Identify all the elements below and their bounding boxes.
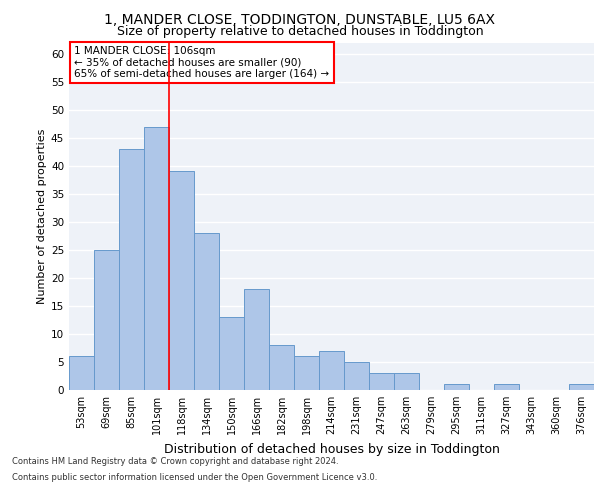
Bar	[94, 250, 119, 390]
Bar	[569, 384, 594, 390]
Text: 1, MANDER CLOSE, TODDINGTON, DUNSTABLE, LU5 6AX: 1, MANDER CLOSE, TODDINGTON, DUNSTABLE, …	[104, 12, 496, 26]
Bar	[69, 356, 94, 390]
Y-axis label: Number of detached properties: Number of detached properties	[37, 128, 47, 304]
Bar	[344, 362, 369, 390]
Bar	[269, 345, 294, 390]
Text: Contains public sector information licensed under the Open Government Licence v3: Contains public sector information licen…	[12, 472, 377, 482]
Text: Size of property relative to detached houses in Toddington: Size of property relative to detached ho…	[116, 25, 484, 38]
Text: Contains HM Land Registry data © Crown copyright and database right 2024.: Contains HM Land Registry data © Crown c…	[12, 458, 338, 466]
X-axis label: Distribution of detached houses by size in Toddington: Distribution of detached houses by size …	[164, 442, 499, 456]
Bar	[194, 233, 219, 390]
Bar	[244, 289, 269, 390]
Bar	[119, 149, 144, 390]
Bar	[169, 172, 194, 390]
Bar	[494, 384, 519, 390]
Bar	[394, 373, 419, 390]
Text: 1 MANDER CLOSE: 106sqm
← 35% of detached houses are smaller (90)
65% of semi-det: 1 MANDER CLOSE: 106sqm ← 35% of detached…	[74, 46, 329, 79]
Bar	[319, 351, 344, 390]
Bar	[144, 126, 169, 390]
Bar	[369, 373, 394, 390]
Bar	[294, 356, 319, 390]
Bar	[219, 317, 244, 390]
Bar	[444, 384, 469, 390]
